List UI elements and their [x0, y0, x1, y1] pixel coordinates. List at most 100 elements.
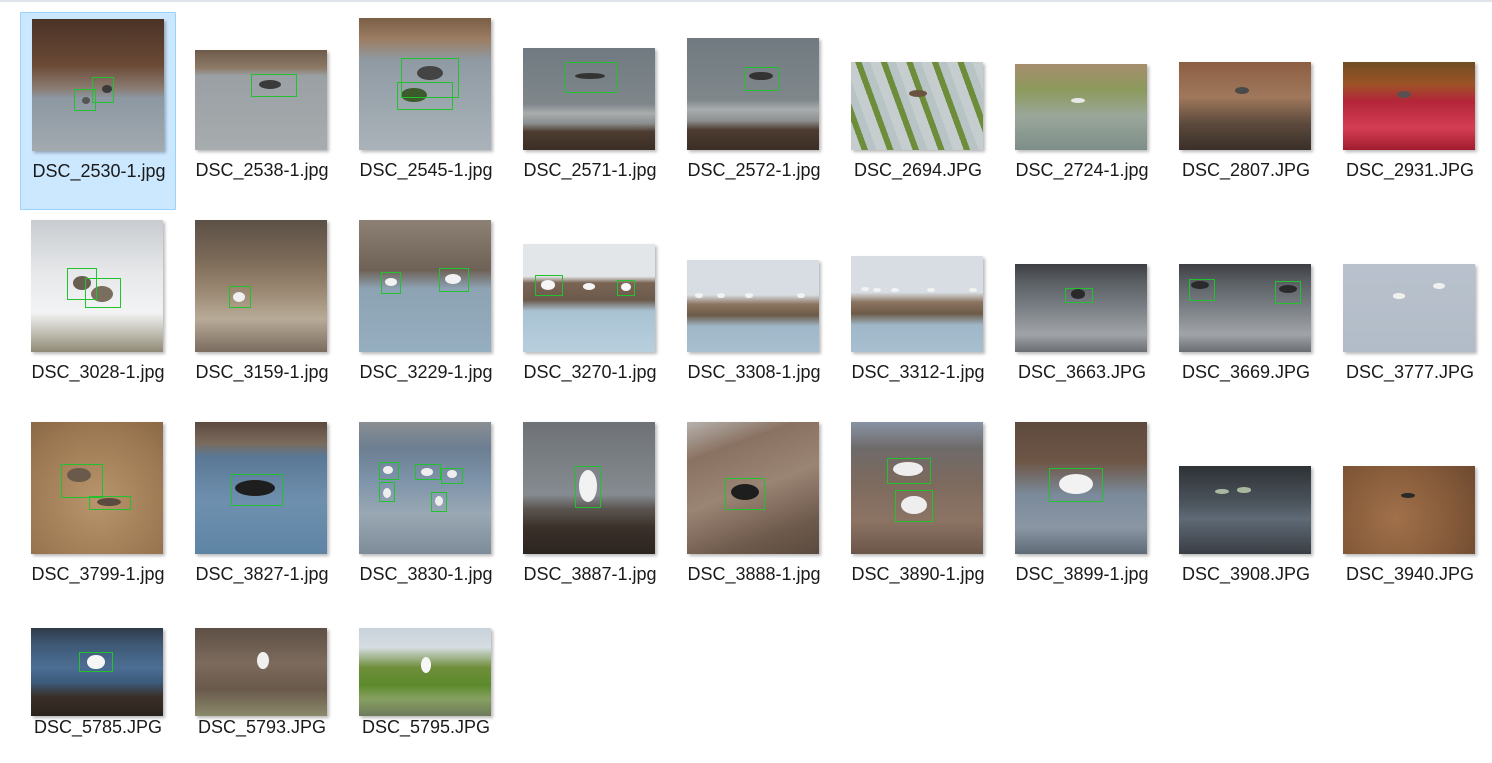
bird-shape [447, 470, 457, 478]
file-item[interactable]: DSC_3908.JPG [1168, 416, 1324, 614]
file-item[interactable]: DSC_3159-1.jpg [184, 214, 340, 412]
bird-shape [969, 288, 977, 293]
file-name-label: DSC_3908.JPG [1181, 564, 1311, 584]
file-item[interactable]: DSC_3669.JPG [1168, 214, 1324, 412]
image-thumbnail [1343, 264, 1475, 352]
image-thumbnail [523, 422, 655, 554]
bird-shape [901, 496, 927, 514]
file-item[interactable]: DSC_3270-1.jpg [512, 214, 668, 412]
file-item[interactable]: DSC_3899-1.jpg [1004, 416, 1160, 614]
bird-shape [233, 292, 245, 302]
file-item[interactable]: DSC_3229-1.jpg [348, 214, 504, 412]
file-name-label: DSC_2572-1.jpg [687, 160, 821, 180]
bird-shape [259, 80, 281, 90]
file-name-label: DSC_3888-1.jpg [687, 564, 821, 584]
image-thumbnail [359, 18, 491, 150]
file-item[interactable]: DSC_3312-1.jpg [840, 214, 996, 412]
thumbnail-area [840, 12, 996, 152]
file-item[interactable]: DSC_5785.JPG [20, 618, 176, 748]
image-thumbnail [195, 422, 327, 554]
image-thumbnail [195, 220, 327, 352]
file-item[interactable]: DSC_3827-1.jpg [184, 416, 340, 614]
file-item[interactable]: DSC_5793.JPG [184, 618, 340, 748]
thumbnail-area [1332, 416, 1488, 556]
image-thumbnail [1343, 466, 1475, 554]
file-item[interactable]: DSC_2694.JPG [840, 12, 996, 210]
file-name-label: DSC_3028-1.jpg [31, 362, 165, 382]
file-item[interactable]: DSC_2572-1.jpg [676, 12, 832, 210]
image-thumbnail [31, 220, 163, 352]
file-item[interactable]: DSC_3890-1.jpg [840, 416, 996, 614]
thumbnail-area [512, 416, 668, 556]
bird-shape [583, 283, 595, 290]
detection-box [565, 61, 617, 93]
bird-shape [1215, 488, 1229, 494]
image-thumbnail [687, 260, 819, 352]
file-item[interactable]: DSC_3308-1.jpg [676, 214, 832, 412]
file-item[interactable]: DSC_3799-1.jpg [20, 416, 176, 614]
image-thumbnail [32, 19, 164, 151]
bird-shape [421, 657, 431, 674]
image-thumbnail [195, 628, 327, 716]
file-item[interactable]: DSC_2530-1.jpg [20, 12, 176, 210]
file-name-label: DSC_3830-1.jpg [359, 564, 493, 584]
file-item[interactable]: DSC_2807.JPG [1168, 12, 1324, 210]
file-name-label: DSC_3663.JPG [1017, 362, 1147, 382]
thumbnail-area [1004, 214, 1160, 354]
file-name-label: DSC_3669.JPG [1181, 362, 1311, 382]
bird-shape [1279, 285, 1297, 294]
thumbnail-area [1004, 416, 1160, 556]
bird-shape [797, 293, 805, 298]
bird-shape [257, 652, 269, 670]
file-item[interactable]: DSC_2724-1.jpg [1004, 12, 1160, 210]
detection-box [725, 478, 765, 510]
detection-box [1065, 288, 1093, 303]
image-thumbnail [31, 628, 163, 716]
bird-shape [82, 97, 90, 104]
image-thumbnail [687, 422, 819, 554]
file-item[interactable]: DSC_3663.JPG [1004, 214, 1160, 412]
thumbnail-area [1168, 12, 1324, 152]
file-name-label: DSC_3312-1.jpg [851, 362, 985, 382]
bird-shape [1401, 492, 1415, 498]
image-thumbnail [523, 48, 655, 150]
thumbnail-area [348, 416, 504, 556]
image-thumbnail [851, 62, 983, 150]
detection-box [74, 89, 96, 111]
file-name-label: DSC_3777.JPG [1345, 362, 1475, 382]
file-item[interactable]: DSC_3830-1.jpg [348, 416, 504, 614]
window-top-border [0, 0, 1492, 2]
detection-box [887, 458, 931, 484]
bird-shape [1397, 91, 1411, 98]
detection-box [439, 268, 469, 292]
bird-shape [1237, 487, 1251, 493]
file-item[interactable]: DSC_2545-1.jpg [348, 12, 504, 210]
thumbnail-area [840, 214, 996, 354]
bird-shape [385, 278, 397, 286]
file-item[interactable]: DSC_2931.JPG [1332, 12, 1488, 210]
file-item[interactable]: DSC_3888-1.jpg [676, 416, 832, 614]
file-name-label: DSC_2694.JPG [853, 160, 983, 180]
detection-box [431, 492, 447, 512]
file-item[interactable]: DSC_5795.JPG [348, 618, 504, 748]
detection-box [89, 496, 131, 510]
file-item[interactable]: DSC_2538-1.jpg [184, 12, 340, 210]
image-thumbnail [1015, 422, 1147, 554]
file-item[interactable]: DSC_3777.JPG [1332, 214, 1488, 412]
file-item[interactable]: DSC_3940.JPG [1332, 416, 1488, 614]
image-thumbnail [1179, 62, 1311, 150]
bird-shape [575, 72, 605, 79]
image-thumbnail [1179, 264, 1311, 352]
file-item[interactable]: DSC_3887-1.jpg [512, 416, 668, 614]
detection-box [895, 490, 933, 522]
file-item[interactable]: DSC_3028-1.jpg [20, 214, 176, 412]
bird-shape [927, 288, 935, 293]
bird-shape [97, 498, 121, 506]
image-thumbnail [359, 220, 491, 352]
bird-shape [1393, 293, 1405, 299]
file-item[interactable]: DSC_2571-1.jpg [512, 12, 668, 210]
file-name-label: DSC_5785.JPG [33, 717, 163, 737]
bird-shape [235, 480, 275, 496]
image-thumbnail [1343, 62, 1475, 150]
detection-box [401, 58, 459, 98]
